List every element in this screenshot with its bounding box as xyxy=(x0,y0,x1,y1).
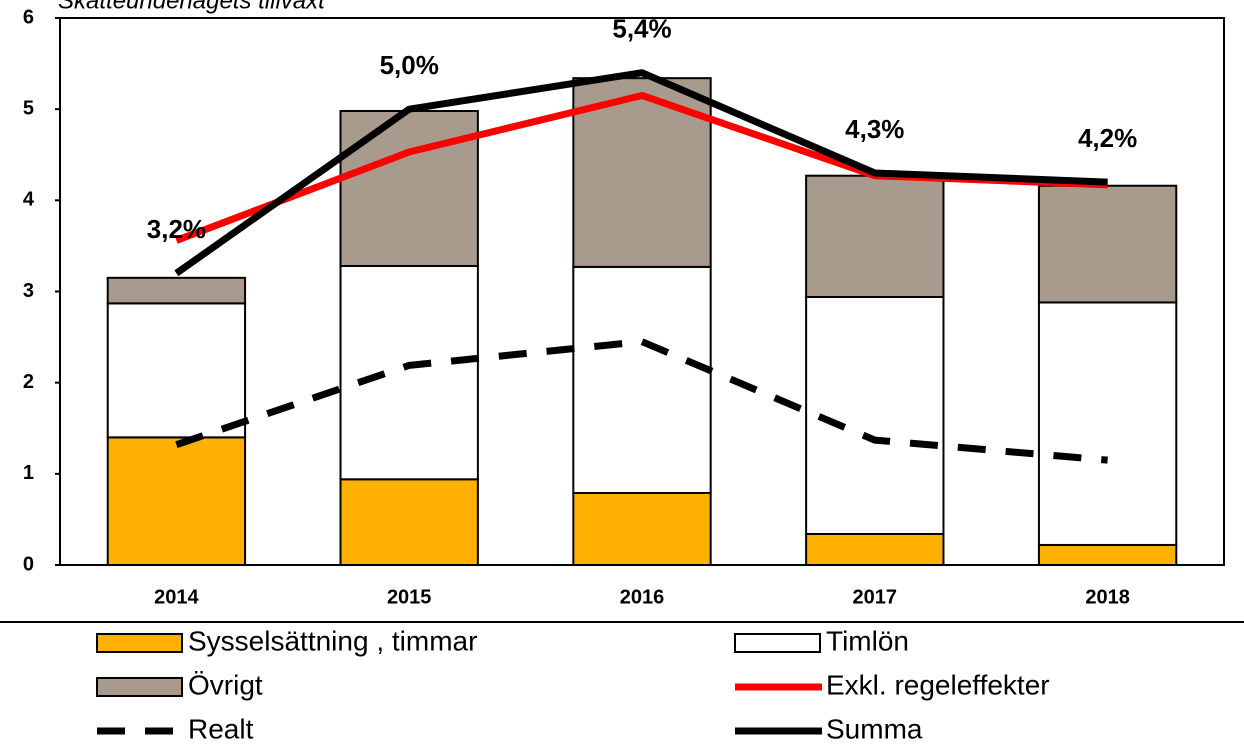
bar-segment xyxy=(106,302,247,439)
chart-title: Skatteunderlagets tillväxt xyxy=(58,0,326,14)
bar-segment xyxy=(339,264,479,481)
bar-segment xyxy=(339,478,479,567)
x-tick-label: 2016 xyxy=(620,586,665,608)
bar-segment xyxy=(1037,543,1178,567)
line-series xyxy=(175,338,1108,464)
x-tick-label: 2017 xyxy=(853,586,898,608)
y-tick-label: 1 xyxy=(23,462,34,484)
legend-label: Sysselsättning , timmar xyxy=(188,625,477,656)
bar-segment xyxy=(1037,301,1178,546)
bar-segment xyxy=(339,109,479,267)
legend-label: Summa xyxy=(826,713,923,744)
x-tick-label: 2018 xyxy=(1085,586,1130,608)
x-tick-label: 2015 xyxy=(387,586,432,608)
value-label: 4,3% xyxy=(845,114,904,144)
legend-label: Timlön xyxy=(826,625,909,656)
value-label: 5,0% xyxy=(380,50,439,80)
y-tick-label: 0 xyxy=(23,553,34,575)
line-series xyxy=(174,69,1108,277)
bar-segment xyxy=(572,491,712,566)
bar-segment xyxy=(1037,184,1178,304)
value-label: 4,2% xyxy=(1078,123,1137,153)
y-tick-label: 5 xyxy=(23,97,34,119)
legend-label: Realt xyxy=(188,713,254,744)
legend-label: Övrigt xyxy=(188,669,263,700)
legend-label: Exkl. regeleffekter xyxy=(826,669,1050,700)
bar-segment xyxy=(805,533,945,567)
y-tick-label: 4 xyxy=(23,189,35,211)
value-label: 5,4% xyxy=(612,14,671,44)
y-tick-label: 3 xyxy=(23,280,34,302)
y-tick-label: 6 xyxy=(23,6,34,28)
legend-swatch xyxy=(734,633,821,653)
x-tick-label: 2014 xyxy=(154,586,199,608)
bar-segment xyxy=(805,174,945,298)
bar-segment xyxy=(805,295,945,536)
legend-swatch xyxy=(96,633,183,653)
bar-segment xyxy=(572,265,712,494)
y-tick-label: 2 xyxy=(23,371,34,393)
plot-frame xyxy=(59,17,1225,566)
bar-segment xyxy=(106,436,247,566)
legend-swatch xyxy=(96,677,183,697)
value-label: 3,2% xyxy=(147,214,206,244)
bar-segment xyxy=(106,276,247,305)
